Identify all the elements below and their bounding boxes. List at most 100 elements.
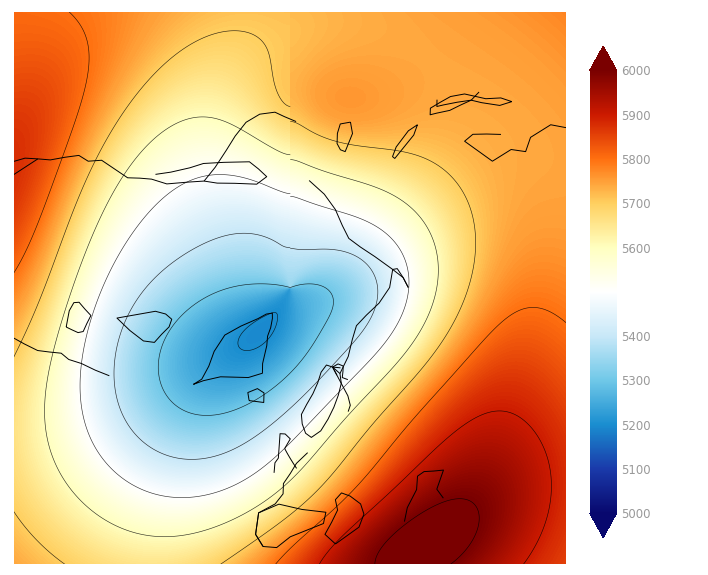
Point (285, 283, 296, 292)
Point (285, 283, 296, 292)
Point (285, 283, 296, 292)
Point (285, 283, 296, 292)
Point (285, 283, 296, 292)
Point (285, 283, 296, 292)
Point (285, 283, 296, 292)
Point (285, 283, 296, 292)
Point (285, 283, 296, 292)
Point (285, 283, 296, 292)
Point (285, 283, 296, 292)
Point (285, 283, 296, 292)
Point (285, 283, 296, 292)
Point (285, 283, 296, 292)
Point (285, 283, 296, 292)
Point (285, 283, 296, 292)
Point (285, 283, 296, 292)
Point (285, 283, 296, 292)
Point (285, 283, 296, 292)
Point (285, 283, 296, 292)
Point (285, 283, 296, 292)
Point (285, 283, 296, 292)
Point (285, 283, 296, 292)
Point (285, 283, 296, 292)
Point (285, 283, 296, 292)
Point (285, 283, 296, 292)
Point (285, 283, 296, 292)
Point (285, 283, 296, 292)
Point (285, 283, 296, 292)
Point (285, 283, 296, 292)
Point (285, 283, 296, 292)
Point (285, 283, 296, 292)
Point (285, 283, 296, 292)
Point (285, 283, 296, 292)
Point (285, 283, 296, 292)
Point (285, 283, 296, 292)
Point (285, 283, 296, 292)
Point (285, 283, 296, 292)
Point (285, 283, 296, 292)
Point (285, 283, 296, 292)
Point (285, 283, 296, 292)
Point (285, 283, 296, 292)
Point (285, 283, 296, 292)
Point (285, 283, 296, 292)
Point (285, 283, 296, 292)
Point (285, 283, 296, 292)
Point (285, 283, 296, 292)
Point (285, 283, 296, 292)
Point (285, 283, 296, 292)
Point (285, 283, 296, 292)
Point (285, 283, 296, 292)
Point (285, 283, 296, 292)
Point (285, 283, 296, 292)
Point (285, 283, 296, 292)
Point (285, 283, 296, 292)
Point (285, 283, 296, 292)
Point (285, 283, 296, 292)
Point (285, 283, 296, 292)
Point (285, 283, 296, 292)
Point (285, 283, 296, 292)
Point (285, 283, 296, 292)
Point (285, 283, 296, 292)
Point (285, 283, 296, 292)
Point (285, 283, 296, 292)
Point (285, 283, 296, 292)
Point (285, 283, 296, 292)
Point (285, 283, 296, 292)
Point (285, 283, 296, 292)
Point (285, 283, 296, 292)
Point (285, 283, 296, 292)
Point (285, 283, 296, 292)
Point (285, 283, 296, 292)
Point (285, 283, 296, 292)
Point (285, 283, 296, 292)
Point (285, 283, 296, 292)
Point (285, 283, 296, 292)
Point (285, 283, 296, 292)
Point (285, 283, 296, 292)
Point (285, 283, 296, 292)
Point (285, 283, 296, 292)
Point (285, 283, 296, 292)
Point (285, 283, 296, 292)
Point (285, 283, 296, 292)
Point (285, 283, 296, 292)
Point (285, 283, 296, 292)
Point (285, 283, 296, 292)
Point (285, 283, 296, 292)
Point (285, 283, 296, 292)
PathPatch shape (590, 513, 617, 538)
Point (285, 283, 296, 292)
Point (285, 283, 296, 292)
Point (285, 283, 296, 292)
Point (285, 283, 296, 292)
Point (285, 283, 296, 292)
Point (285, 283, 296, 292)
Point (285, 283, 296, 292)
Point (285, 283, 296, 292)
Point (285, 283, 296, 292)
Point (285, 283, 296, 292)
Point (285, 283, 296, 292)
